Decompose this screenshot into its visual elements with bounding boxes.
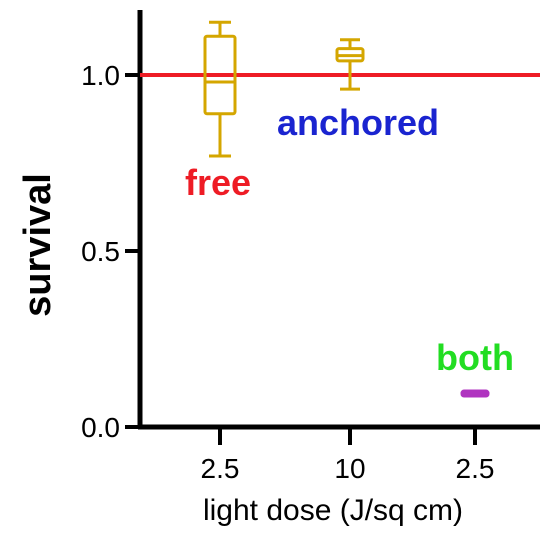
annotation-both: both	[436, 337, 514, 378]
box-plot-group	[335, 38, 365, 91]
y-tick-label: 0.5	[81, 236, 120, 267]
box-plot-group	[460, 389, 490, 398]
y-axis-title: survival	[17, 173, 59, 317]
box	[203, 34, 237, 116]
y-ticks: 0.0 0.5 1.0	[81, 60, 140, 443]
annotation-anchored: anchored	[277, 102, 439, 143]
y-tick-label: 1.0	[81, 60, 120, 91]
x-tick-label: 2.5	[456, 453, 495, 484]
x-ticks: 2.5 10 2.5	[201, 427, 495, 484]
box-plot-group	[203, 20, 237, 158]
x-tick-label: 2.5	[201, 453, 240, 484]
annotation-free: free	[185, 162, 251, 203]
y-tick-label: 0.0	[81, 412, 120, 443]
boxes	[203, 20, 490, 398]
x-tick-label: 10	[334, 453, 365, 484]
annotations: free anchored both	[185, 102, 514, 378]
x-axis-title: light dose (J/sq cm)	[203, 494, 463, 527]
